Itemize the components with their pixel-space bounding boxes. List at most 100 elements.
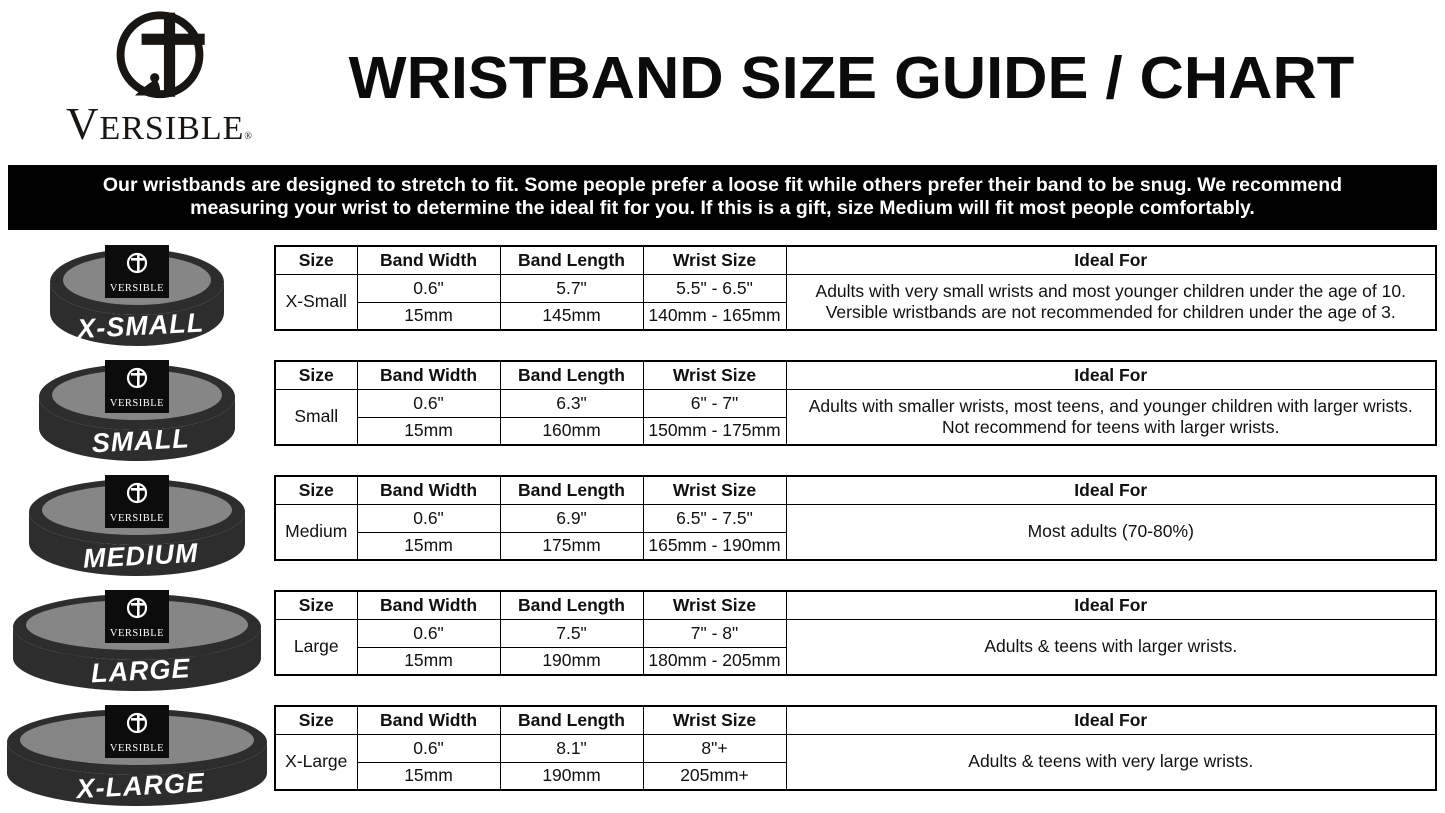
band-width-in-cell: 0.6" — [356, 273, 501, 303]
band-tag-brand-text: VERSIBLE — [110, 513, 164, 524]
table-header-row: Size Band Width Band Length Wrist Size Ideal… — [274, 245, 1437, 275]
size-section-medium: VERSIBLE MEDIUM Size Band Width Band Lengt… — [0, 470, 1437, 585]
column-header-wrist-size: Wrist Size — [642, 705, 787, 735]
ideal-for-cell: Adults with very small wrists and most y… — [785, 273, 1437, 331]
table-row-inches: X-Small 0.6" 5.7" 5.5" - 6.5" Adults with ve… — [274, 273, 1437, 331]
band-length-in-cell: 5.7" — [499, 273, 644, 303]
table-header-row: Size Band Width Band Length Wrist Size Ideal… — [274, 590, 1437, 620]
wrist-size-mm-cell: 180mm - 205mm — [642, 646, 787, 676]
size-name-cell: Small — [274, 388, 358, 446]
wrist-size-mm-cell: 205mm+ — [642, 761, 787, 791]
wristband-illustration: VERSIBLE X-LARGE — [7, 705, 267, 806]
column-header-band-length: Band Length — [499, 475, 644, 505]
size-section-x-large: VERSIBLE X-LARGE Size Band Width Band Leng… — [0, 700, 1437, 813]
size-section-x-small: VERSIBLE X-SMALL Size Band Width Band Leng… — [0, 240, 1437, 355]
wrist-size-in-cell: 6" - 7" — [642, 388, 787, 418]
wristband-illustration: VERSIBLE SMALL — [39, 360, 235, 461]
table-row-millimeters: 15mm 190mm 205mm+ — [275, 761, 1436, 791]
band-front-face — [13, 627, 261, 691]
column-header-band-width: Band Width — [356, 360, 501, 390]
ideal-for-cell: Adults & teens with very large wrists. — [785, 733, 1437, 791]
ideal-for-line: Not recommend for teens with larger wris… — [942, 416, 1280, 437]
size-name-cell: X-Large — [274, 733, 358, 791]
intro-banner: Our wristbands are designed to stretch t… — [8, 165, 1437, 230]
ideal-for-line: Adults with smaller wrists, most teens, … — [808, 395, 1413, 416]
ideal-for-cell: Adults with smaller wrists, most teens, … — [785, 388, 1437, 446]
band-length-mm-cell: 175mm — [499, 531, 644, 561]
band-size-label: SMALL — [91, 423, 190, 458]
column-header-band-width: Band Width — [356, 590, 501, 620]
band-width-in-cell: 0.6" — [356, 503, 501, 533]
band-tag-logo-icon — [126, 482, 148, 504]
wristband-image-medium: VERSIBLE MEDIUM — [0, 470, 274, 576]
band-length-mm-cell: 160mm — [499, 416, 644, 446]
title-wrap: WRISTBAND SIZE GUIDE / CHART — [267, 8, 1435, 148]
table-row-millimeters: 15mm 160mm 150mm - 175mm — [275, 416, 1436, 446]
band-width-mm-cell: 15mm — [356, 301, 501, 331]
column-header-wrist-size: Wrist Size — [642, 590, 787, 620]
wrist-size-mm-cell: 140mm - 165mm — [642, 301, 787, 331]
wrist-size-in-cell: 5.5" - 6.5" — [642, 273, 787, 303]
ideal-for-line: Adults & teens with larger wrists. — [984, 636, 1238, 657]
band-tag-brand-text: VERSIBLE — [110, 628, 164, 639]
column-header-band-length: Band Length — [499, 245, 644, 275]
column-header-wrist-size: Wrist Size — [642, 360, 787, 390]
column-header-band-width: Band Width — [356, 245, 501, 275]
size-name-cell: Medium — [274, 503, 358, 561]
intro-banner-line1: Our wristbands are designed to stretch t… — [102, 174, 1343, 196]
column-header-ideal-for: Ideal For — [785, 705, 1437, 735]
table-row-inches: Medium 0.6" 6.9" 6.5" - 7.5" Most adults (70… — [274, 503, 1437, 561]
band-length-mm-cell: 190mm — [499, 761, 644, 791]
wrist-size-mm-cell: 165mm - 190mm — [642, 531, 787, 561]
band-tag-logo-icon — [126, 367, 148, 389]
band-tag-logo-icon — [126, 597, 148, 619]
wristband-image-small: VERSIBLE SMALL — [0, 355, 274, 461]
band-width-mm-cell: 15mm — [356, 646, 501, 676]
wristband-image-x-small: VERSIBLE X-SMALL — [0, 240, 274, 346]
column-header-size: Size — [274, 245, 358, 275]
band-front-face — [7, 742, 267, 806]
size-table-x-small: Size Band Width Band Length Wrist Size Ideal… — [274, 245, 1437, 331]
ideal-for-line: Versible wristbands are not recommended … — [825, 301, 1396, 322]
table-row-inches: Large 0.6" 7.5" 7" - 8" Adults & teens with … — [274, 618, 1437, 676]
column-header-size: Size — [274, 360, 358, 390]
band-length-in-cell: 6.9" — [499, 503, 644, 533]
size-section-small: VERSIBLE SMALL Size Band Width Band Length… — [0, 355, 1437, 470]
header: VERSIBLE® WRISTBAND SIZE GUIDE / CHART — [0, 0, 1445, 162]
wristband-illustration: VERSIBLE LARGE — [13, 590, 261, 691]
band-length-mm-cell: 190mm — [499, 646, 644, 676]
table-header-row: Size Band Width Band Length Wrist Size Ideal… — [274, 360, 1437, 390]
ideal-for-line: Adults & teens with very large wrists. — [968, 751, 1254, 772]
intro-banner-line2: measuring your wrist to determine the id… — [190, 197, 1255, 219]
ideal-for-cell: Most adults (70-80%) — [785, 503, 1437, 561]
wrist-size-in-cell: 8"+ — [642, 733, 787, 763]
band-width-in-cell: 0.6" — [356, 733, 501, 763]
table-row-millimeters: 15mm 145mm 140mm - 165mm — [275, 301, 1436, 331]
size-name-cell: Large — [274, 618, 358, 676]
column-header-ideal-for: Ideal For — [785, 245, 1437, 275]
band-length-in-cell: 8.1" — [499, 733, 644, 763]
table-header-row: Size Band Width Band Length Wrist Size Ideal… — [274, 475, 1437, 505]
table-header-row: Size Band Width Band Length Wrist Size Ideal… — [274, 705, 1437, 735]
table-row-inches: Small 0.6" 6.3" 6" - 7" Adults with smaller … — [274, 388, 1437, 446]
column-header-size: Size — [274, 590, 358, 620]
column-header-ideal-for: Ideal For — [785, 360, 1437, 390]
column-header-wrist-size: Wrist Size — [642, 475, 787, 505]
size-name-cell: X-Small — [274, 273, 358, 331]
wrist-size-in-cell: 7" - 8" — [642, 618, 787, 648]
band-tag-logo-icon — [126, 712, 148, 734]
ideal-for-cell: Adults & teens with larger wrists. — [785, 618, 1437, 676]
band-length-in-cell: 6.3" — [499, 388, 644, 418]
size-table-large: Size Band Width Band Length Wrist Size Ideal… — [274, 590, 1437, 676]
band-size-label: X-LARGE — [74, 767, 206, 804]
brand-wordmark: VERSIBLE® — [52, 102, 267, 147]
wristband-image-large: VERSIBLE LARGE — [0, 585, 274, 691]
column-header-band-length: Band Length — [499, 705, 644, 735]
column-header-wrist-size: Wrist Size — [642, 245, 787, 275]
registered-trademark-symbol: ® — [244, 131, 253, 142]
table-row-millimeters: 15mm 175mm 165mm - 190mm — [275, 531, 1436, 561]
column-header-size: Size — [274, 475, 358, 505]
band-tag-logo-icon — [126, 252, 148, 274]
column-header-ideal-for: Ideal For — [785, 475, 1437, 505]
